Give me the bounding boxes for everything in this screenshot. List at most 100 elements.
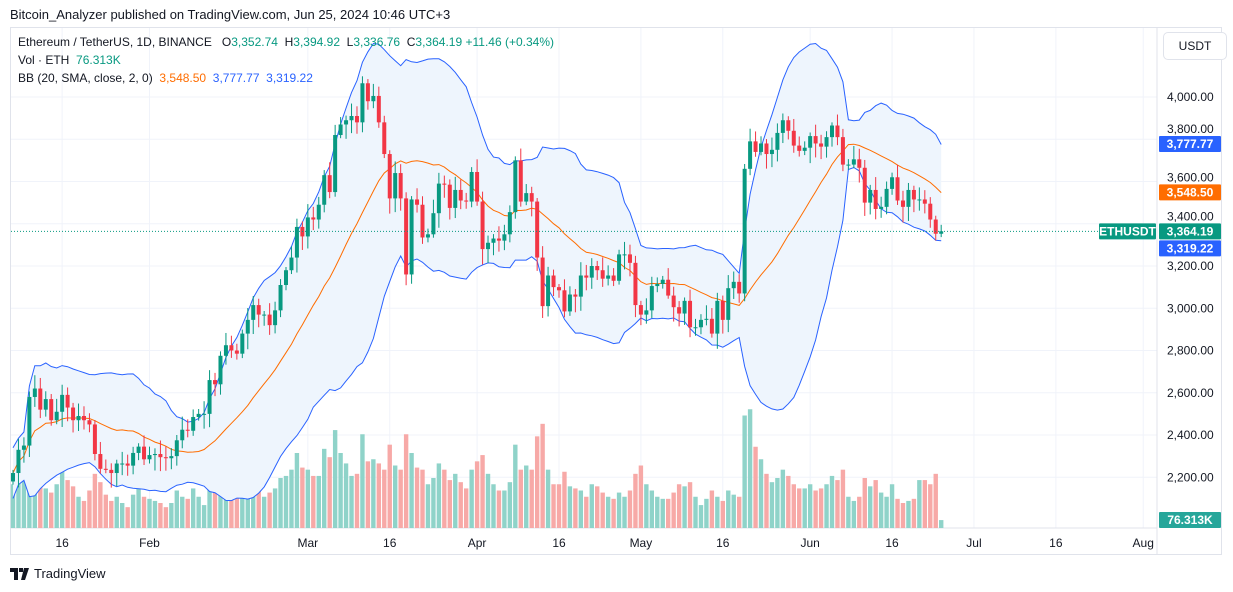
- low-label: L: [346, 35, 354, 49]
- volume-tag-bg: [1159, 512, 1221, 528]
- candle: [704, 305, 709, 326]
- candle-body: [174, 440, 179, 457]
- candle: [486, 235, 491, 264]
- candle: [43, 391, 48, 417]
- bb-basis-value: 3,548.50: [159, 71, 207, 85]
- candle: [600, 257, 605, 287]
- volume-bar: [240, 478, 245, 528]
- candle: [540, 246, 545, 318]
- candle-body: [409, 199, 414, 275]
- volume-bar: [758, 459, 764, 528]
- time-tick-label: Mar: [298, 536, 319, 550]
- candle-body: [791, 130, 796, 146]
- tradingview-logo-icon: [10, 567, 29, 580]
- candle-body: [769, 149, 774, 155]
- candle: [780, 113, 785, 144]
- candle: [196, 409, 201, 421]
- candle-body: [38, 388, 43, 410]
- volume-bar: [180, 496, 185, 528]
- candle: [464, 192, 469, 209]
- price-tick-label: 3,800.00: [1167, 122, 1214, 136]
- candle-body: [660, 279, 665, 284]
- volume-bar: [256, 486, 261, 528]
- time-tick-label: Feb: [139, 536, 160, 550]
- volume-bar: [251, 473, 256, 528]
- volume-bar: [742, 415, 747, 528]
- candle: [698, 314, 703, 335]
- candle-body: [540, 257, 545, 307]
- candle: [524, 184, 529, 206]
- volume-bar: [857, 496, 862, 528]
- candle-body: [436, 183, 441, 214]
- candle-body: [693, 327, 698, 329]
- volume-bar: [813, 490, 818, 528]
- candle: [480, 191, 485, 265]
- candle-body: [933, 219, 938, 234]
- candle: [213, 372, 218, 397]
- candle-body: [851, 159, 856, 165]
- tradingview-logo[interactable]: TradingView: [10, 566, 106, 581]
- volume-bar: [747, 409, 753, 528]
- candle-body: [688, 300, 693, 328]
- candle: [846, 159, 851, 170]
- publisher-line: Bitcoin_Analyzer published on TradingVie…: [10, 7, 451, 22]
- volume-bar: [775, 478, 780, 528]
- candle: [267, 303, 272, 335]
- volume-bar: [130, 494, 136, 528]
- volume-bar: [578, 490, 584, 528]
- candle-body: [939, 231, 944, 234]
- candle: [420, 196, 425, 244]
- candle-body: [464, 200, 469, 202]
- volume-bar: [338, 453, 343, 528]
- candle: [649, 276, 654, 318]
- candle-body: [928, 203, 933, 220]
- volume-bar: [458, 482, 463, 528]
- candle-body: [114, 463, 119, 474]
- volume-bar: [797, 488, 802, 528]
- candle-body: [316, 204, 321, 220]
- candle-body: [60, 394, 65, 412]
- candle: [174, 435, 179, 466]
- candle-body: [830, 125, 834, 138]
- volume-bar: [917, 480, 922, 528]
- volume-bar: [715, 496, 720, 528]
- candle-body: [32, 388, 37, 397]
- candle: [693, 318, 698, 336]
- candle-body: [862, 167, 867, 203]
- candle: [289, 246, 294, 275]
- candle-body: [677, 307, 682, 314]
- candle: [535, 197, 540, 271]
- time-tick-label: 16: [1049, 536, 1063, 550]
- price-tick-label: 3,200.00: [1167, 259, 1214, 273]
- volume-bar: [884, 496, 889, 528]
- volume-bar: [322, 448, 327, 528]
- candle-body: [884, 188, 889, 207]
- volume-bar: [87, 490, 92, 528]
- volume-bar: [660, 498, 665, 528]
- candle: [911, 185, 916, 213]
- volume-bar: [698, 505, 704, 528]
- candle-body: [764, 143, 769, 155]
- candle: [786, 116, 791, 140]
- candle: [338, 117, 343, 139]
- volume-bar: [764, 473, 769, 528]
- candle: [11, 469, 15, 485]
- volume-bar: [120, 503, 125, 528]
- candle: [797, 136, 802, 157]
- candle-body: [890, 177, 895, 189]
- candle: [87, 413, 92, 433]
- volume-bar: [676, 484, 682, 528]
- candle-body: [415, 199, 420, 205]
- candle: [223, 332, 228, 365]
- candle-body: [808, 136, 813, 148]
- volume-bar: [431, 478, 436, 528]
- candle-body: [256, 305, 261, 315]
- candle-body: [191, 417, 196, 431]
- candle-body: [633, 262, 638, 306]
- time-tick-label: May: [630, 536, 653, 550]
- currency-button[interactable]: USDT: [1163, 32, 1227, 60]
- volume-bar: [403, 434, 409, 528]
- ticker-tag: ETHUSDT: [1099, 224, 1156, 238]
- candle: [333, 124, 338, 197]
